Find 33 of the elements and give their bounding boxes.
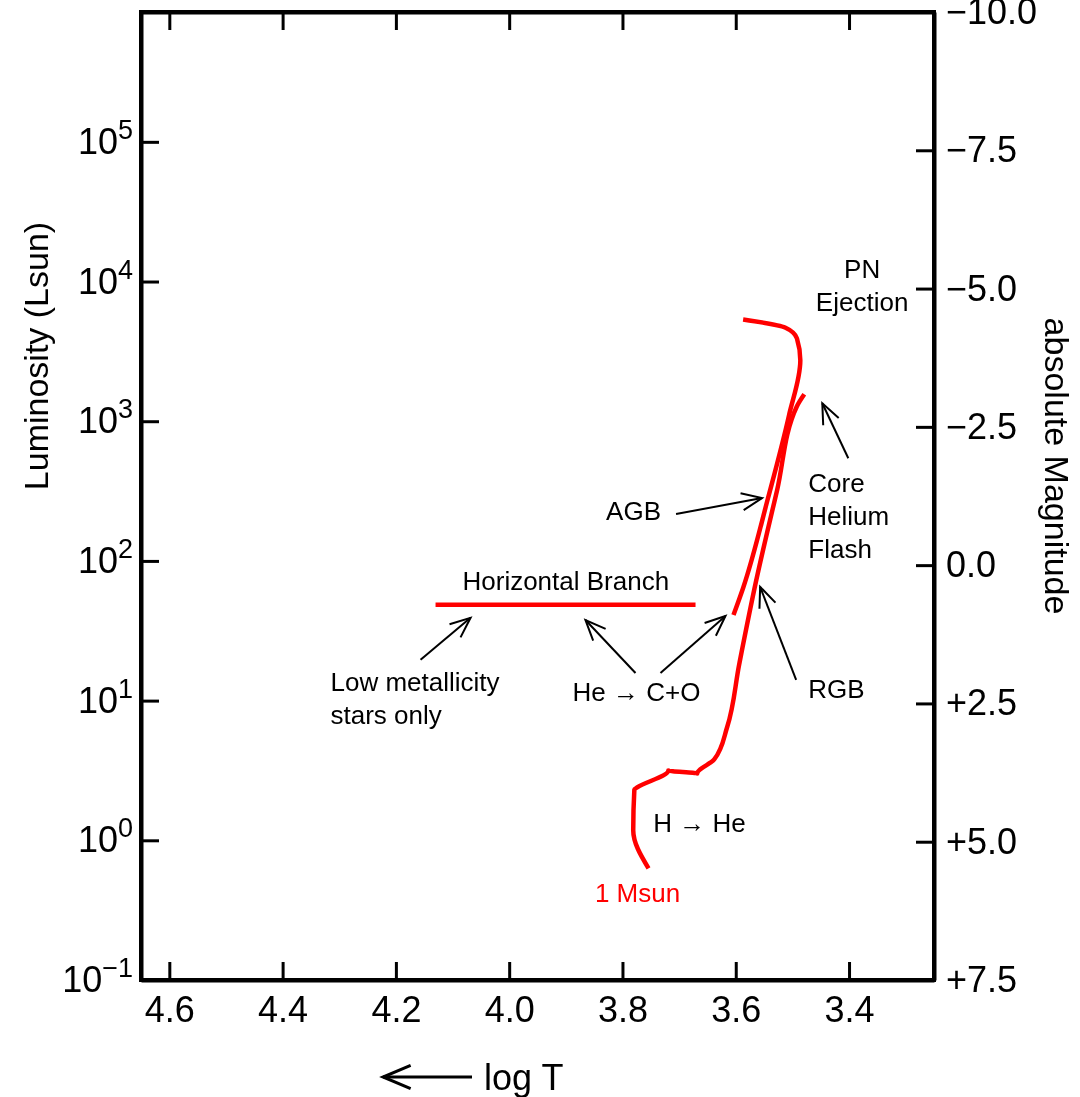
x-tick-label: 4.0 (484, 988, 535, 1030)
annotation: Low metallicity stars only (330, 666, 500, 730)
y2-tick-label: −2.5 (946, 405, 1018, 447)
series-label: 1 Msun (594, 878, 681, 909)
y-tick-label: 10$^{0}$ (77, 813, 133, 861)
x-tick-label: 4.4 (258, 988, 309, 1030)
annotation: Core Helium Flash (808, 468, 890, 565)
y-tick-label: 10$^{1}$ (77, 673, 133, 721)
y2-tick-label: +7.5 (946, 959, 1018, 1001)
y2-axis-title: absolute Magnitude (1038, 317, 1076, 615)
y2-tick-label: +2.5 (946, 682, 1018, 724)
y2-tick-label: −7.5 (946, 129, 1018, 171)
y2-tick-label: 0.0 (946, 544, 997, 586)
x-tick-label: 3.6 (711, 988, 762, 1030)
y-tick-label: 10$^{3}$ (77, 394, 133, 442)
y2-tick-label: −5.0 (946, 267, 1018, 309)
y2-tick-label: +5.0 (946, 820, 1018, 862)
annotation: AGB (606, 496, 662, 527)
annotation: Horizontal Branch (462, 565, 670, 596)
x-tick-label: 4.2 (371, 988, 422, 1030)
y-tick-label: 10$^{2}$ (77, 533, 133, 581)
y-tick-label: 10$^{5}$ (77, 114, 133, 162)
x-tick-label: 3.8 (597, 988, 648, 1030)
y-tick-label: 10$^{−1}$ (62, 953, 133, 1001)
x-axis-title: log T (484, 1057, 564, 1097)
y-tick-label: 10$^{4}$ (77, 254, 133, 302)
x-tick-label: 3.4 (824, 988, 875, 1030)
annotation: RGB (808, 673, 865, 704)
annotation: He → C+O (572, 677, 701, 708)
x-tick-label: 4.6 (144, 988, 195, 1030)
annotation: PN Ejection (815, 254, 909, 318)
annotation: H → He (653, 808, 746, 839)
y-axis-title: Luminosity (Lsun) (17, 221, 55, 491)
